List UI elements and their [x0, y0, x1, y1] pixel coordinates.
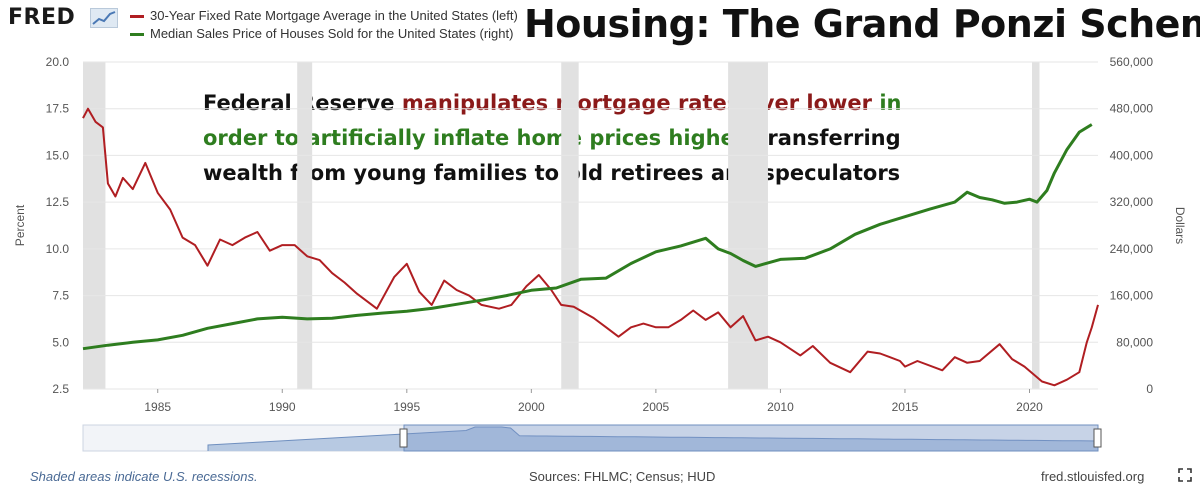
range-handle-right — [1093, 428, 1102, 448]
chart-logo-icon — [90, 8, 118, 28]
legend-item-median-price[interactable]: Median Sales Price of Houses Sold for th… — [130, 26, 513, 41]
site-link[interactable]: fred.stlouisfed.org — [1041, 469, 1145, 484]
fullscreen-icon[interactable] — [1178, 468, 1192, 482]
recession-band — [297, 62, 313, 389]
y-right-axis-label: Dollars — [1173, 207, 1187, 244]
y-right-tick-label: 160,000 — [1110, 289, 1154, 303]
range-selection — [403, 424, 1099, 452]
y-left-tick-label: 12.5 — [46, 195, 70, 209]
x-tick-label: 2015 — [892, 400, 919, 414]
x-tick-label: 1990 — [269, 400, 296, 414]
y-right-tick-label: 0 — [1146, 382, 1153, 396]
y-right-tick-label: 320,000 — [1110, 195, 1154, 209]
series-line-median-price — [82, 123, 1093, 351]
x-tick-label: 1985 — [144, 400, 171, 414]
sources-text: Sources: FHLMC; Census; HUD — [529, 469, 716, 484]
fred-logo[interactable]: FRED — [8, 5, 76, 30]
x-tick-label: 2000 — [518, 400, 545, 414]
y-left-tick-label: 7.5 — [52, 289, 69, 303]
legend-label-median-price: Median Sales Price of Houses Sold for th… — [150, 26, 514, 41]
legend-label-mortgage-rate: 30-Year Fixed Rate Mortgage Average in t… — [150, 8, 518, 23]
y-left-tick-label: 17.5 — [46, 102, 70, 116]
annotation-text: Federal Reserve manipulates mortgage rat… — [203, 86, 923, 191]
y-right-tick-label: 560,000 — [1110, 55, 1154, 69]
legend-swatch-green — [130, 33, 144, 37]
y-right-tick-label: 80,000 — [1116, 335, 1153, 349]
annotation-part-2: manipulates mortgage rates ever lower — [401, 91, 873, 115]
annotation-part-4: , transferring wealth from young familie… — [203, 126, 901, 185]
recessions-note: Shaded areas indicate U.S. recessions. — [30, 469, 258, 484]
y-right-tick-label: 240,000 — [1110, 242, 1154, 256]
y-left-tick-label: 10.0 — [46, 242, 70, 256]
series-line-mortgage-rate — [82, 107, 1099, 387]
y-left-tick-label: 2.5 — [52, 382, 69, 396]
x-tick-label: 2005 — [643, 400, 670, 414]
x-tick-label: 2020 — [1016, 400, 1043, 414]
recession-band — [728, 62, 768, 389]
recession-band — [1031, 62, 1040, 389]
y-right-tick-label: 400,000 — [1110, 148, 1154, 162]
x-tick-label: 2010 — [767, 400, 794, 414]
y-left-axis-label: Percent — [13, 204, 27, 246]
y-left-tick-label: 15.0 — [46, 148, 70, 162]
legend-item-mortgage-rate[interactable]: 30-Year Fixed Rate Mortgage Average in t… — [130, 8, 518, 23]
y-right-tick-label: 480,000 — [1110, 102, 1154, 116]
x-tick-label: 1995 — [393, 400, 420, 414]
legend-swatch-red — [130, 15, 144, 19]
y-left-tick-label: 20.0 — [46, 55, 70, 69]
recession-band — [561, 62, 579, 389]
y-left-tick-label: 5.0 — [52, 335, 69, 349]
headline: Housing: The Grand Ponzi Scheme — [524, 2, 1200, 46]
range-navigator-trace — [207, 426, 1099, 451]
range-handle-left — [399, 428, 408, 448]
recession-band — [83, 62, 106, 389]
